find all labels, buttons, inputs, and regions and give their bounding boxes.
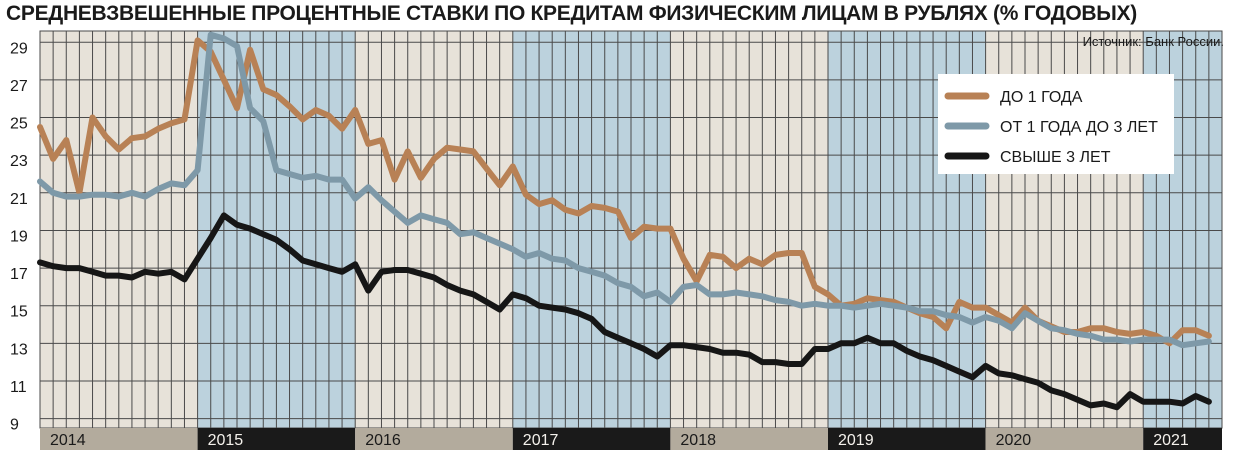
year-label-2016: 2016 (365, 432, 401, 449)
y-tick-label: 25 (10, 116, 28, 133)
chart-title: СРЕДНЕВЗВЕШЕННЫЕ ПРОЦЕНТНЫЕ СТАВКИ ПО КР… (6, 2, 1137, 25)
y-tick-label: 13 (10, 341, 28, 358)
legend: ДО 1 ГОДА ОТ 1 ГОДА ДО 3 ЛЕТ СВЫШЕ 3 ЛЕТ (938, 74, 1174, 174)
year-label-2020: 2020 (996, 432, 1032, 449)
y-tick-label: 23 (10, 153, 28, 170)
series-lines (37, 31, 1212, 411)
y-tick-label: 9 (10, 417, 19, 434)
year-axis-block (985, 428, 1144, 450)
y-tick-label: 11 (10, 379, 27, 396)
year-axis-block (197, 428, 356, 450)
year-axis-block (670, 428, 828, 450)
year-axis-block (512, 428, 671, 450)
year-label-2018: 2018 (680, 432, 716, 449)
legend-label: ДО 1 ГОДА (1000, 89, 1083, 106)
series-line-3 (37, 212, 1212, 411)
y-tick-label: 17 (10, 266, 28, 283)
y-tick-label: 19 (10, 228, 28, 245)
year-label-2019: 2019 (838, 432, 874, 449)
year-axis-block (355, 428, 513, 450)
legend-label: СВЫШЕ 3 ЛЕТ (1000, 149, 1111, 166)
year-label-2014: 2014 (50, 432, 86, 449)
y-tick-label: 27 (10, 78, 28, 95)
y-tick-label: 15 (10, 304, 28, 321)
source-note: Источник: Банк России. (1083, 34, 1224, 49)
year-axis: 2014 2015 2016 2017 2018 2019 2020 2021 (40, 428, 1222, 450)
series-line-1 (37, 37, 1212, 347)
y-axis: 9 11 13 15 17 19 21 23 25 27 29 (10, 40, 28, 433)
year-axis-block (828, 428, 986, 450)
y-tick-label: 29 (10, 40, 28, 57)
y-tick-label: 21 (10, 191, 28, 208)
year-axis-block (40, 428, 198, 450)
year-label-2017: 2017 (523, 432, 559, 449)
legend-label: ОТ 1 ГОДА ДО 3 ЛЕТ (1000, 119, 1158, 136)
year-label-2015: 2015 (208, 432, 244, 449)
series-line-2 (37, 31, 1212, 349)
year-axis-block (1143, 428, 1222, 450)
year-label-2021: 2021 (1153, 432, 1189, 449)
